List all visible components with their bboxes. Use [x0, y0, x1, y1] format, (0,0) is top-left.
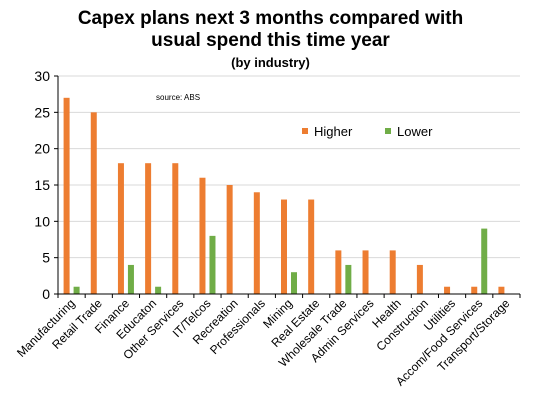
chart-subtitle: (by industry)	[231, 55, 310, 70]
y-tick-label: 25	[34, 104, 50, 120]
bar-lower-8	[291, 272, 297, 294]
bar-higher-13	[416, 264, 423, 294]
bar-higher-9	[308, 199, 315, 294]
legend-label-lower: Lower	[397, 124, 433, 139]
bar-higher-16	[498, 286, 505, 294]
chart-title-line-2: usual spend this time year	[151, 30, 390, 51]
bar-higher-4	[172, 163, 179, 294]
y-tick-label: 30	[34, 68, 50, 84]
bar-higher-12	[389, 250, 396, 294]
legend-label-higher: Higher	[314, 124, 353, 139]
bar-higher-2	[117, 163, 124, 294]
bar-higher-10	[335, 250, 342, 294]
source-note: source: ABS	[156, 93, 200, 102]
y-tick-label: 15	[34, 177, 50, 193]
y-axis: 0 5 10 15 20 25 30	[34, 68, 59, 302]
bar-lower-2	[127, 264, 134, 294]
bar-lower-5	[209, 235, 216, 294]
bar-higher-8	[281, 199, 287, 294]
bars	[63, 97, 505, 294]
y-tick-label: 5	[42, 250, 50, 266]
bar-higher-0	[63, 97, 70, 294]
y-tick-label: 20	[34, 141, 50, 157]
bar-lower-15	[481, 228, 488, 294]
y-tick-label: 10	[34, 213, 50, 229]
chart-title-line-1: Capex plans next 3 months compared with	[77, 8, 464, 29]
bar-higher-7	[253, 192, 260, 294]
legend-swatch-higher	[302, 128, 308, 134]
bar-lower-3	[155, 286, 162, 294]
bar-higher-5	[199, 177, 206, 294]
bar-higher-6	[226, 185, 233, 294]
legend-swatch-lower	[385, 128, 391, 134]
bar-higher-3	[145, 163, 152, 294]
bar-higher-15	[471, 286, 478, 294]
bar-lower-0	[73, 286, 80, 294]
bar-higher-14	[444, 286, 451, 294]
gridlines	[58, 75, 520, 259]
y-tick-label: 0	[42, 286, 50, 302]
legend: Higher Lower	[302, 124, 433, 139]
bar-lower-10	[345, 264, 352, 294]
bar-higher-1	[90, 112, 97, 294]
bar-higher-11	[362, 250, 369, 294]
